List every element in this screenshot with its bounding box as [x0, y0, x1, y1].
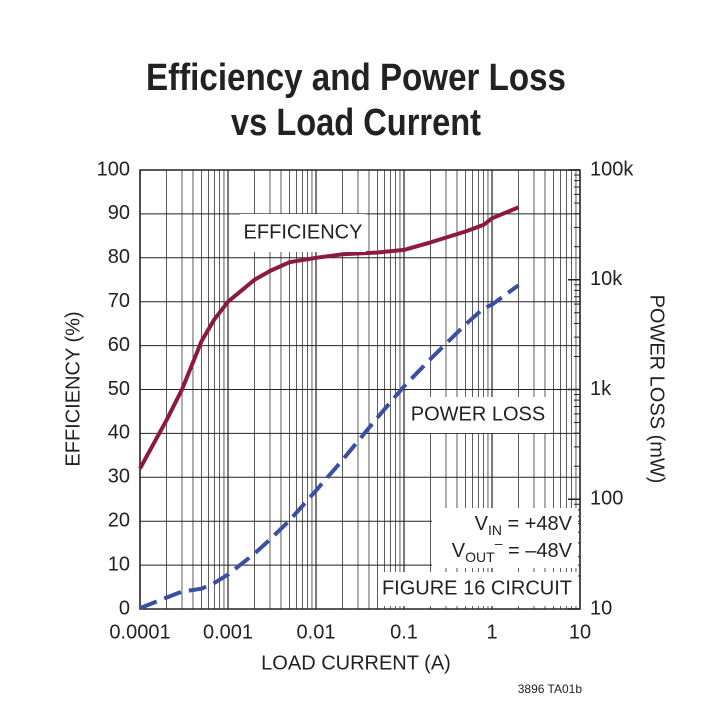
y-tick-label: 90 — [108, 202, 130, 224]
x-tick-label: 0.1 — [390, 621, 418, 643]
y2-tick-label: 10 — [590, 597, 612, 619]
label-bg — [408, 397, 550, 433]
x-tick-label: 0.0001 — [109, 621, 170, 643]
annotation-part: – — [495, 535, 503, 551]
y-tick-label: 80 — [108, 246, 130, 268]
x-tick-label: 1 — [486, 621, 497, 643]
series-line — [138, 205, 520, 470]
label-bg — [378, 572, 578, 606]
annotation: VIN = +48V — [475, 513, 573, 537]
annotation-part: IN — [488, 522, 502, 538]
y-tick-label: 100 — [97, 158, 130, 180]
x-tick-label: 10 — [569, 621, 591, 643]
y-axis-label: EFFICIENCY (%) — [62, 311, 84, 466]
label-bg — [240, 214, 366, 252]
y-tick-label: 30 — [108, 466, 130, 488]
series-label: POWER LOSS — [411, 403, 545, 425]
annotation-part: V — [452, 540, 466, 562]
annotation-part: OUT — [465, 549, 495, 565]
y-tick-label: 10 — [108, 553, 130, 575]
annotation: VOUT– = –48V — [452, 535, 573, 565]
y2-tick-label: 10k — [590, 268, 623, 290]
annotation-part: V — [475, 513, 489, 535]
x-tick-label: 0.001 — [203, 621, 253, 643]
chart-title: Efficiency and Power Loss — [146, 57, 566, 99]
y-tick-label: 50 — [108, 378, 130, 400]
label-bg — [432, 508, 578, 568]
x-tick-label: 0.01 — [297, 621, 336, 643]
plot-frame — [139, 169, 581, 610]
x-axis-label: LOAD CURRENT (A) — [261, 652, 451, 674]
annotation-part: = –48V — [502, 540, 572, 562]
y2-tick-label: 100k — [590, 158, 634, 180]
annotation: FIGURE 16 CIRCUIT — [382, 577, 572, 599]
y-tick-label: 0 — [119, 597, 130, 619]
y-tick-label: 70 — [108, 290, 130, 312]
series-line — [139, 283, 520, 610]
chart-title: vs Load Current — [231, 102, 481, 144]
y-tick-label: 40 — [108, 422, 130, 444]
y2-tick-label: 100 — [590, 488, 623, 510]
series-label: EFFICIENCY — [244, 221, 363, 243]
y-tick-label: 60 — [108, 334, 130, 356]
annotation-part: = +48V — [502, 513, 573, 535]
y2-tick-label: 1k — [590, 378, 612, 400]
figure-code: 3896 TA01b — [518, 682, 583, 696]
y2-axis-label: POWER LOSS (mW) — [646, 295, 668, 484]
annotations: EFFICIENCY POWER LOSS FIGURE 16 CIRCUIT … — [240, 214, 582, 696]
plot — [138, 205, 520, 610]
y-tick-label: 20 — [108, 509, 130, 531]
